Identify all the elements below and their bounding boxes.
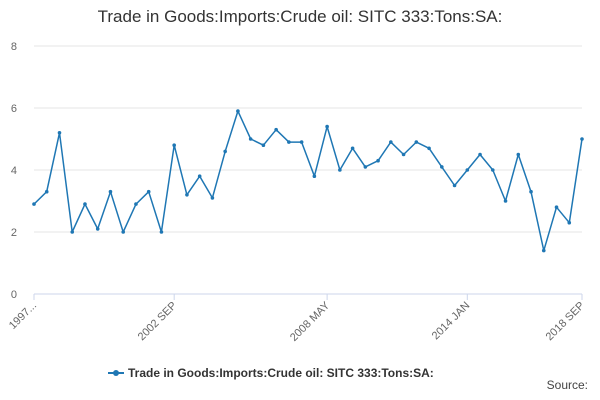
data-point[interactable] (83, 202, 87, 206)
data-point[interactable] (414, 140, 419, 144)
data-point[interactable] (146, 189, 151, 194)
legend-label[interactable]: Trade in Goods:Imports:Crude oil: SITC 3… (128, 366, 434, 380)
data-point[interactable] (121, 230, 126, 234)
data-point[interactable] (312, 174, 317, 178)
data-point[interactable] (57, 131, 62, 135)
y-tick-label: 8 (11, 41, 17, 53)
data-point[interactable] (529, 189, 533, 194)
data-point[interactable] (223, 149, 227, 154)
data-point[interactable] (261, 143, 266, 147)
y-axis-ticks: 0 2 4 6 8 (11, 41, 17, 301)
data-point[interactable] (299, 140, 304, 144)
data-point[interactable] (389, 140, 393, 144)
data-point[interactable] (236, 109, 240, 113)
x-axis-ticks: 1997... 2002 SEP 2008 MAY 2014 JAN 2018 SEP (7, 294, 587, 344)
data-point[interactable] (452, 183, 457, 188)
x-tick-label: 2018 SEP (544, 300, 588, 344)
data-point[interactable] (478, 152, 482, 157)
data-point[interactable] (440, 165, 444, 169)
data-point[interactable] (197, 174, 202, 178)
data-point[interactable] (95, 227, 100, 231)
data-point[interactable] (516, 152, 521, 157)
data-point[interactable] (248, 137, 253, 141)
x-tick-label: 1997... (7, 300, 39, 332)
y-tick-label: 4 (11, 165, 17, 177)
data-point[interactable] (350, 146, 355, 151)
x-tick-label: 2008 MAY (288, 299, 333, 344)
data-point[interactable] (32, 202, 36, 206)
data-point[interactable] (567, 220, 572, 225)
data-point[interactable] (287, 140, 291, 144)
y-tick-label: 2 (11, 227, 17, 239)
data-point[interactable] (554, 205, 559, 209)
chart-title: Trade in Goods:Imports:Crude oil: SITC 3… (97, 7, 503, 26)
series-line (33, 110, 583, 252)
data-point[interactable] (274, 127, 278, 132)
source-label: Source: (546, 378, 588, 392)
data-point[interactable] (503, 199, 508, 203)
data-point[interactable] (108, 189, 113, 194)
data-point[interactable] (363, 165, 368, 169)
data-point[interactable] (159, 230, 164, 234)
x-tick-label: 2014 JAN (430, 300, 473, 343)
data-point[interactable] (325, 124, 329, 129)
y-tick-label: 0 (11, 289, 17, 301)
data-point[interactable] (172, 143, 176, 147)
series-layer (32, 109, 584, 253)
data-point[interactable] (134, 202, 138, 206)
y-tick-label: 6 (11, 103, 17, 115)
data-point[interactable] (70, 230, 75, 234)
data-point[interactable] (580, 137, 584, 141)
data-point[interactable] (338, 168, 342, 172)
data-point[interactable] (427, 146, 431, 151)
gridlines (34, 45, 582, 233)
data-point[interactable] (465, 168, 470, 172)
data-point[interactable] (44, 189, 49, 194)
data-point[interactable] (185, 193, 189, 197)
data-point[interactable] (210, 196, 215, 200)
data-point[interactable] (490, 168, 495, 172)
data-point[interactable] (376, 158, 380, 163)
data-point[interactable] (401, 152, 406, 157)
data-point[interactable] (541, 248, 546, 253)
legend-marker (113, 370, 119, 376)
x-tick-label: 2002 SEP (136, 300, 180, 344)
legend[interactable]: Trade in Goods:Imports:Crude oil: SITC 3… (108, 366, 434, 380)
